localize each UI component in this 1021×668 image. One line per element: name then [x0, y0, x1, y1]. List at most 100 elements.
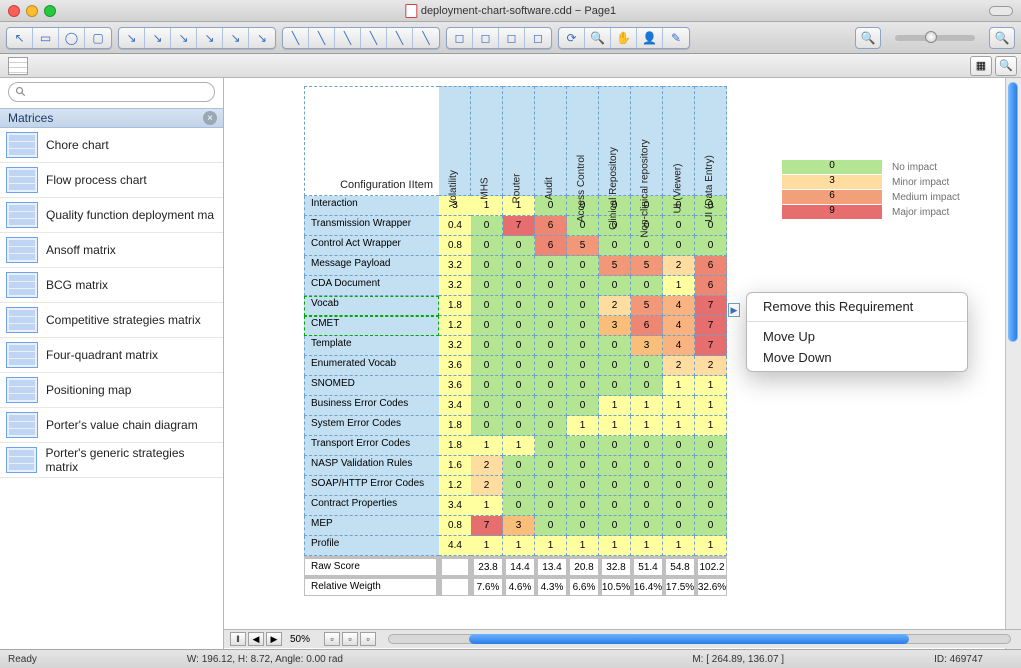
- matrix-cell[interactable]: 1: [471, 496, 503, 516]
- matrix-cell[interactable]: 2: [471, 456, 503, 476]
- grid-view-button[interactable]: ▦: [970, 56, 992, 76]
- matrix-cell[interactable]: 0: [471, 376, 503, 396]
- matrix-cell[interactable]: 0: [535, 476, 567, 496]
- matrix-cell[interactable]: 0: [599, 336, 631, 356]
- section-close-icon[interactable]: ×: [203, 111, 217, 125]
- matrix-cell[interactable]: 0: [535, 336, 567, 356]
- matrix-cell[interactable]: 2: [663, 356, 695, 376]
- hscroll-thumb[interactable]: [469, 634, 909, 644]
- scrollbar-thumb[interactable]: [1008, 82, 1018, 342]
- matrix-col-header[interactable]: Router: [503, 86, 535, 196]
- matrix-cell[interactable]: 0: [503, 416, 535, 436]
- sidebar-item-3[interactable]: Ansoff matrix: [0, 233, 223, 268]
- zoom-tool[interactable]: 🔍: [585, 28, 611, 48]
- matrix-cell[interactable]: 1: [663, 536, 695, 556]
- sidebar-item-2[interactable]: Quality function deployment ma: [0, 198, 223, 233]
- matrix-cell[interactable]: 0: [663, 436, 695, 456]
- matrix-row[interactable]: Business Error Codes3.400001111: [304, 396, 727, 416]
- matrix-cell[interactable]: 1: [695, 396, 727, 416]
- matrix-cell[interactable]: 1: [663, 376, 695, 396]
- matrix-cell[interactable]: 0: [631, 236, 663, 256]
- matrix-cell[interactable]: 0: [695, 476, 727, 496]
- sidebar-item-0[interactable]: Chore chart: [0, 128, 223, 163]
- matrix-cell[interactable]: 1: [631, 536, 663, 556]
- matrix-row[interactable]: Enumerated Vocab3.600000022: [304, 356, 727, 376]
- matrix-cell[interactable]: 0: [503, 456, 535, 476]
- matrix-col-header[interactable]: Access Control: [567, 86, 599, 196]
- matrix-cell[interactable]: 0: [599, 476, 631, 496]
- matrix-row[interactable]: Contract Properties3.410000000: [304, 496, 727, 516]
- matrix-cell[interactable]: 0: [599, 276, 631, 296]
- matrix-cell[interactable]: 6: [695, 276, 727, 296]
- matrix-cell[interactable]: 0: [567, 436, 599, 456]
- zoom-window-button[interactable]: [44, 5, 56, 17]
- matrix-cell[interactable]: 7: [503, 216, 535, 236]
- sidebar-item-8[interactable]: Porter's value chain diagram: [0, 408, 223, 443]
- matrix-cell[interactable]: 0: [471, 416, 503, 436]
- matrix-row[interactable]: MEP0.873000000: [304, 516, 727, 536]
- matrix-cell[interactable]: 2: [695, 356, 727, 376]
- shape-1[interactable]: ◻: [447, 28, 473, 48]
- matrix-cell[interactable]: 0: [599, 236, 631, 256]
- matrix-col-header[interactable]: Non-clinical repository: [631, 86, 663, 196]
- matrix-cell[interactable]: 1: [599, 416, 631, 436]
- matrix-cell[interactable]: 1: [471, 536, 503, 556]
- page-prev-button[interactable]: ◀: [248, 632, 264, 646]
- matrix-cell[interactable]: 0: [535, 376, 567, 396]
- matrix-cell[interactable]: 6: [631, 316, 663, 336]
- matrix-cell[interactable]: 0: [503, 476, 535, 496]
- matrix-cell[interactable]: 0: [503, 336, 535, 356]
- matrix-cell[interactable]: 2: [599, 296, 631, 316]
- person-tool[interactable]: 👤: [637, 28, 663, 48]
- matrix-cell[interactable]: 0: [471, 256, 503, 276]
- sidebar-search[interactable]: [8, 82, 215, 102]
- matrix-row[interactable]: Transport Error Codes1.811000000: [304, 436, 727, 456]
- matrix-cell[interactable]: 0: [695, 456, 727, 476]
- matrix-cell[interactable]: 5: [599, 256, 631, 276]
- connector-2[interactable]: ↘: [145, 28, 171, 48]
- matrix-cell[interactable]: 1: [503, 536, 535, 556]
- matrix-cell[interactable]: 0: [567, 276, 599, 296]
- canvas[interactable]: Configuration IItemVolatilityMHSRouterAu…: [224, 78, 1021, 649]
- sidebar-item-4[interactable]: BCG matrix: [0, 268, 223, 303]
- sidebar-item-5[interactable]: Competitive strategies matrix: [0, 303, 223, 338]
- matrix-cell[interactable]: 0: [503, 276, 535, 296]
- matrix-cell[interactable]: 0: [695, 236, 727, 256]
- matrix-cell[interactable]: 0: [471, 216, 503, 236]
- matrix-cell[interactable]: 1: [663, 396, 695, 416]
- page-next-button[interactable]: ▶: [266, 632, 282, 646]
- matrix-cell[interactable]: 0: [471, 236, 503, 256]
- line-2[interactable]: ╲: [309, 28, 335, 48]
- matrix-cell[interactable]: 0: [503, 356, 535, 376]
- matrix-col-header[interactable]: Audit: [535, 86, 567, 196]
- matrix-row[interactable]: Transmission Wrapper0.407600000: [304, 216, 727, 236]
- matrix-cell[interactable]: 0: [663, 216, 695, 236]
- matrix-cell[interactable]: 0: [599, 436, 631, 456]
- page-first-button[interactable]: ‖: [230, 632, 246, 646]
- shape-2[interactable]: ◻: [473, 28, 499, 48]
- matrix-cell[interactable]: 0: [599, 496, 631, 516]
- matrix-cell[interactable]: 0: [535, 416, 567, 436]
- line-4[interactable]: ╲: [361, 28, 387, 48]
- matrix-cell[interactable]: 0: [471, 276, 503, 296]
- matrix-cell[interactable]: 2: [663, 256, 695, 276]
- horizontal-scrollbar[interactable]: [388, 634, 1011, 644]
- matrix-cell[interactable]: 0: [535, 396, 567, 416]
- matrix-cell[interactable]: 0: [567, 496, 599, 516]
- matrix-cell[interactable]: 0: [663, 496, 695, 516]
- zoom-slider-handle[interactable]: [925, 31, 937, 43]
- matrix-cell[interactable]: 0: [567, 476, 599, 496]
- matrix-row[interactable]: NASP Validation Rules1.620000000: [304, 456, 727, 476]
- close-window-button[interactable]: [8, 5, 20, 17]
- matrix-cell[interactable]: 0: [471, 296, 503, 316]
- matrix-cell[interactable]: 3: [631, 336, 663, 356]
- matrix-cell[interactable]: 0: [567, 356, 599, 376]
- matrix-col-header[interactable]: UI (Data Entry): [695, 86, 727, 196]
- matrix-cell[interactable]: 0: [535, 496, 567, 516]
- matrix-cell[interactable]: 1: [695, 416, 727, 436]
- matrix-cell[interactable]: 0: [663, 476, 695, 496]
- matrix-cell[interactable]: 6: [695, 256, 727, 276]
- matrix-cell[interactable]: 0: [567, 456, 599, 476]
- matrix-cell[interactable]: 1: [663, 276, 695, 296]
- ruler-btn-1[interactable]: ▫: [324, 632, 340, 646]
